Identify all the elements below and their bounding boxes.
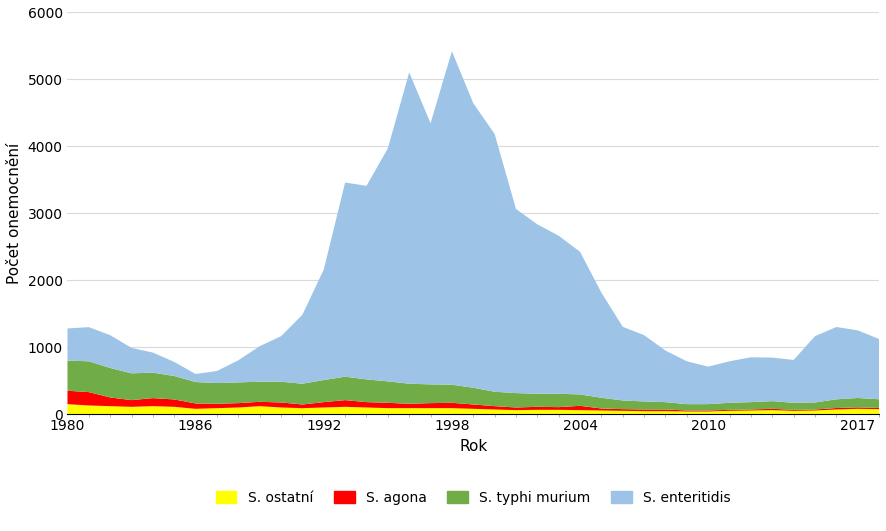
X-axis label: Rok: Rok bbox=[459, 439, 487, 453]
Legend: S. ostatní, S. agona, S. typhi murium, S. enteritidis: S. ostatní, S. agona, S. typhi murium, S… bbox=[210, 485, 736, 510]
Y-axis label: Počet onemocnění: Počet onemocnění bbox=[7, 143, 22, 284]
